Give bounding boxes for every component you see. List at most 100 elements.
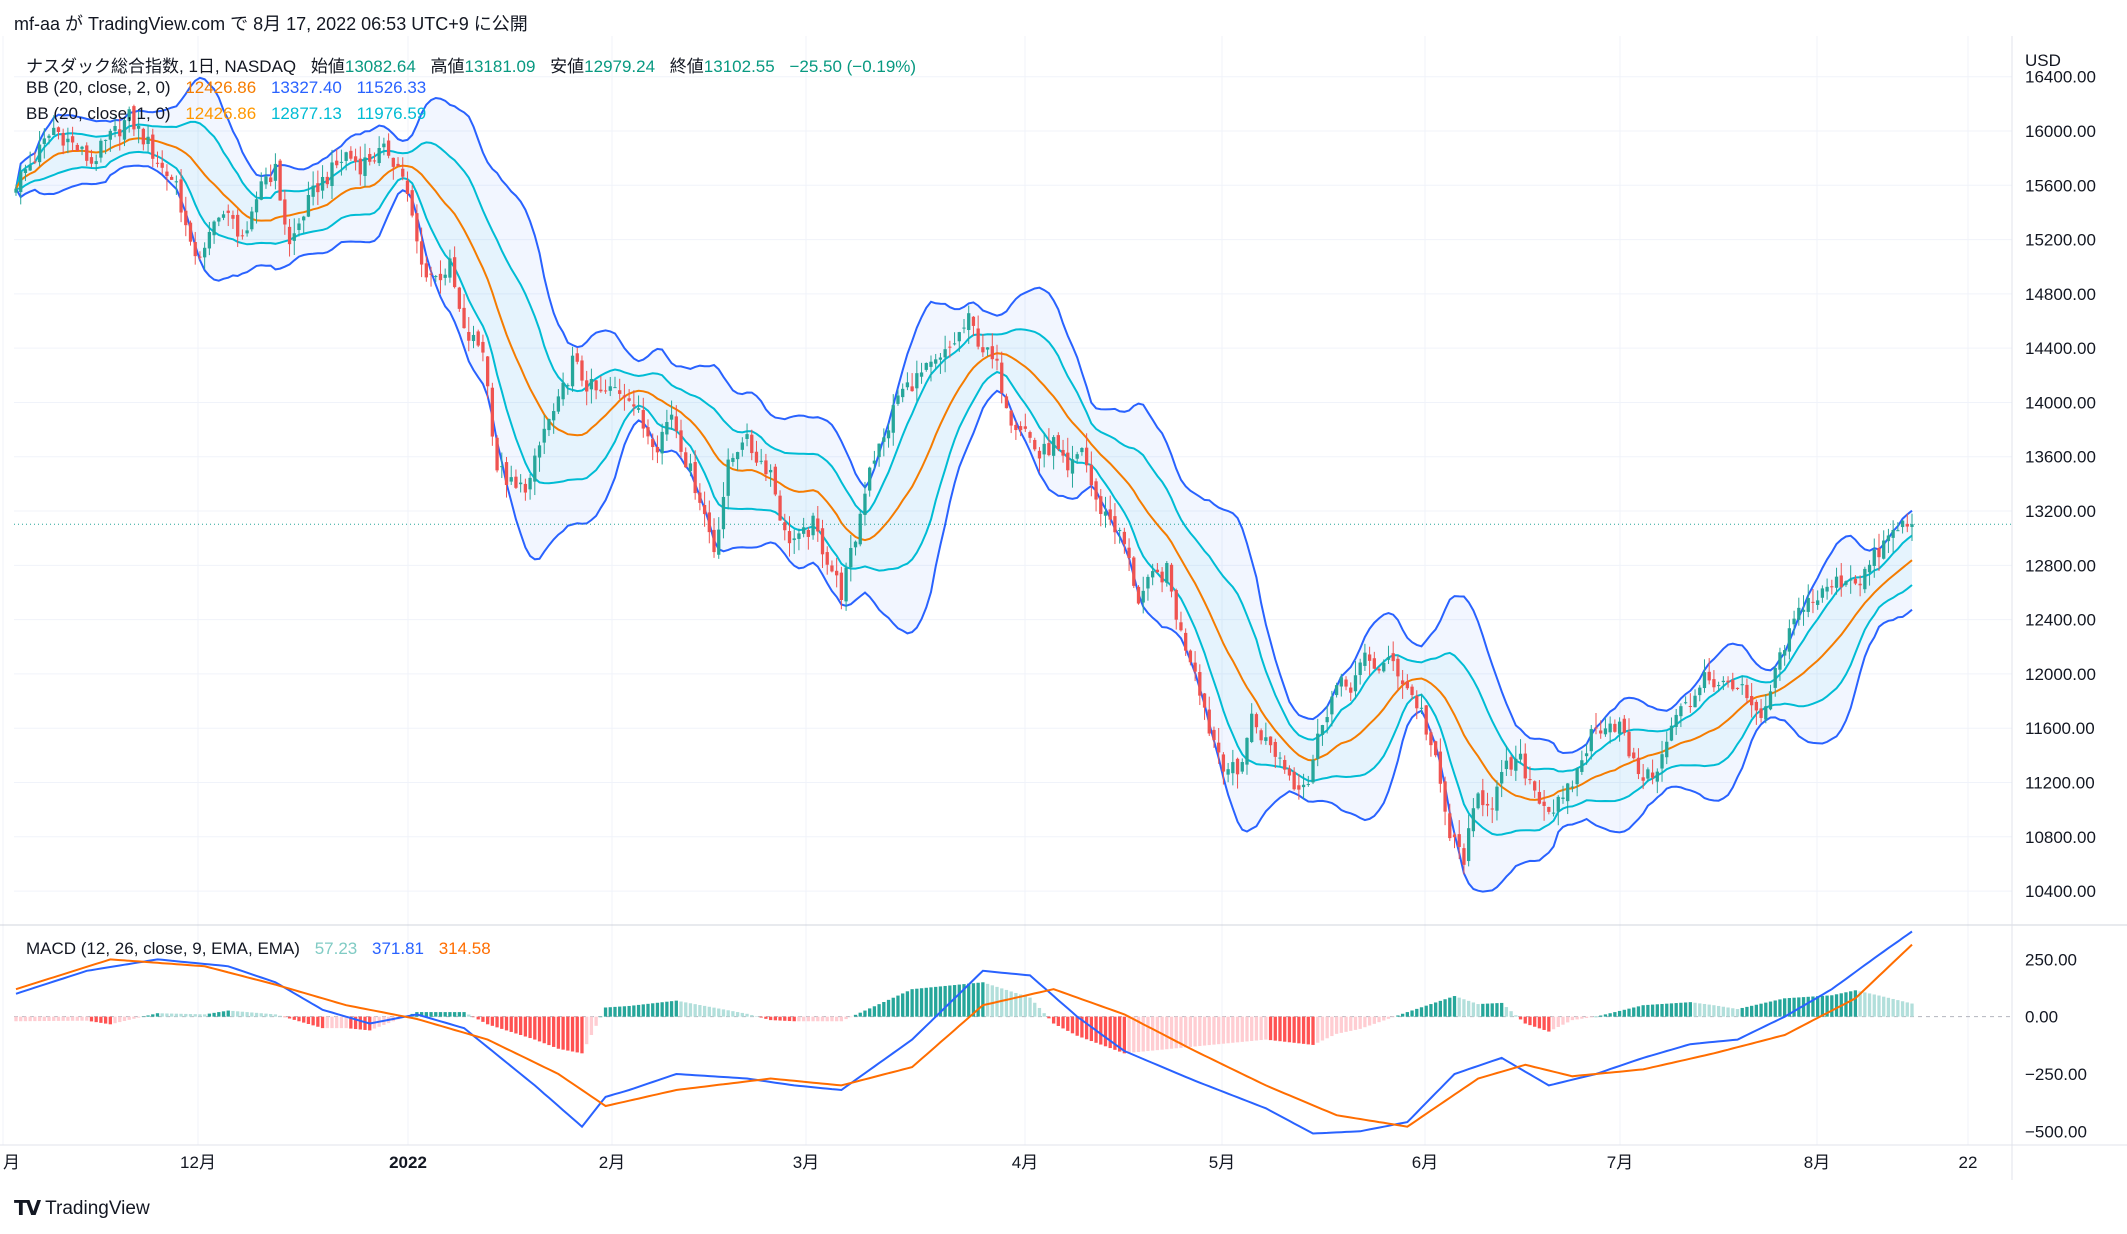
- candle-body: [1226, 769, 1230, 775]
- macd-histogram-bar: [1443, 999, 1447, 1017]
- price-tick-label: 15200.00: [2025, 231, 2096, 250]
- macd-histogram-bar: [52, 1016, 56, 1021]
- candle-body: [1066, 452, 1070, 471]
- macd-histogram-bar: [1660, 1003, 1664, 1017]
- candle: [1141, 576, 1145, 614]
- macd-histogram-bar: [155, 1013, 160, 1017]
- candle-body: [1410, 686, 1414, 696]
- macd-histogram-bar: [1787, 998, 1792, 1017]
- candle: [1693, 689, 1697, 708]
- candle-body: [566, 385, 570, 387]
- macd-histogram-bar: [1882, 996, 1886, 1017]
- macd-histogram-bar: [957, 984, 961, 1017]
- candle-body: [632, 404, 636, 407]
- candle: [221, 210, 226, 221]
- candle-body: [1448, 813, 1452, 839]
- price-tick-label: 12000.00: [2025, 665, 2096, 684]
- macd-histogram-bar: [335, 1016, 339, 1029]
- candle: [23, 164, 28, 182]
- candle-body: [349, 150, 353, 159]
- candle-body: [754, 451, 759, 463]
- candle: [264, 167, 268, 189]
- candle-body: [382, 143, 386, 148]
- candle-body: [853, 541, 858, 548]
- candle-body: [740, 442, 744, 450]
- candle: [990, 333, 994, 369]
- candle-body: [14, 188, 18, 193]
- macd-histogram-bar: [646, 1003, 650, 1017]
- candle: [1023, 413, 1027, 432]
- candle-body: [1797, 607, 1801, 620]
- candle-body: [684, 452, 688, 468]
- macd-histogram-bar: [47, 1016, 51, 1021]
- candle: [1287, 765, 1292, 781]
- candle-body: [236, 214, 240, 237]
- macd-histogram-bar: [759, 1016, 763, 1018]
- candle-body: [825, 552, 829, 565]
- candle: [981, 334, 985, 358]
- candle-body: [636, 408, 641, 410]
- candle: [429, 266, 433, 287]
- macd-histogram-bar: [1117, 1016, 1122, 1052]
- bb1-lower-line: [16, 150, 1913, 836]
- candle-body: [905, 382, 910, 388]
- candle-body: [1792, 618, 1796, 625]
- candle: [236, 209, 240, 247]
- candle-body: [1419, 707, 1424, 709]
- candle: [33, 152, 37, 165]
- candle-body: [943, 349, 947, 358]
- candle-body: [61, 132, 65, 146]
- candle-body: [1259, 730, 1263, 741]
- candle-body: [750, 434, 754, 454]
- candle: [1028, 430, 1032, 443]
- macd-histogram-bar: [566, 1016, 570, 1051]
- candle-body: [1080, 448, 1084, 453]
- candle-body: [1467, 828, 1471, 862]
- macd-histogram-bar: [1599, 1015, 1603, 1017]
- macd-histogram-bar: [990, 985, 994, 1017]
- candle-body: [641, 410, 645, 429]
- candle-body: [1712, 679, 1716, 688]
- candle-body: [1731, 679, 1735, 690]
- candle: [1000, 351, 1004, 404]
- macd-histogram-bar: [1429, 1004, 1433, 1017]
- candle-body: [1056, 435, 1060, 449]
- candle: [1018, 421, 1023, 437]
- candle-body: [1358, 662, 1362, 675]
- candle-body: [665, 422, 669, 435]
- candle: [372, 152, 377, 164]
- candle: [801, 517, 806, 538]
- candle-body: [221, 214, 226, 218]
- tradingview-brand[interactable]: 𝗧𝗩 TradingView: [14, 1196, 150, 1221]
- candle: [1429, 729, 1433, 757]
- candle: [386, 133, 391, 159]
- candle: [523, 478, 528, 501]
- candle-body: [1165, 563, 1169, 583]
- macd-histogram-bar: [1188, 1016, 1193, 1047]
- bb2-upper: 12877.13: [270, 104, 342, 123]
- candle: [287, 218, 292, 257]
- candle: [1042, 433, 1046, 468]
- candle: [1405, 674, 1409, 691]
- candle: [844, 562, 848, 611]
- candle: [1339, 673, 1343, 697]
- candle: [566, 383, 570, 395]
- macd-histogram-bar: [561, 1016, 565, 1050]
- candle-body: [1004, 396, 1009, 409]
- candle-body: [915, 373, 919, 389]
- candle-body: [203, 247, 207, 258]
- candle-body: [919, 372, 924, 377]
- macd-histogram-bar: [1103, 1016, 1108, 1047]
- macd-histogram-bar: [806, 1016, 811, 1022]
- candle: [1627, 718, 1631, 759]
- candle-body: [1297, 785, 1301, 790]
- macd-histogram-bar: [1504, 1007, 1509, 1017]
- candle-body: [1400, 680, 1405, 685]
- candle: [311, 171, 315, 206]
- close-label: 終値: [669, 57, 704, 76]
- candle-body: [391, 157, 395, 167]
- candle: [184, 196, 188, 237]
- candle: [1589, 725, 1593, 760]
- macd-legend: MACD (12, 26, close, 9, EMA, EMA) 57.23 …: [26, 939, 501, 959]
